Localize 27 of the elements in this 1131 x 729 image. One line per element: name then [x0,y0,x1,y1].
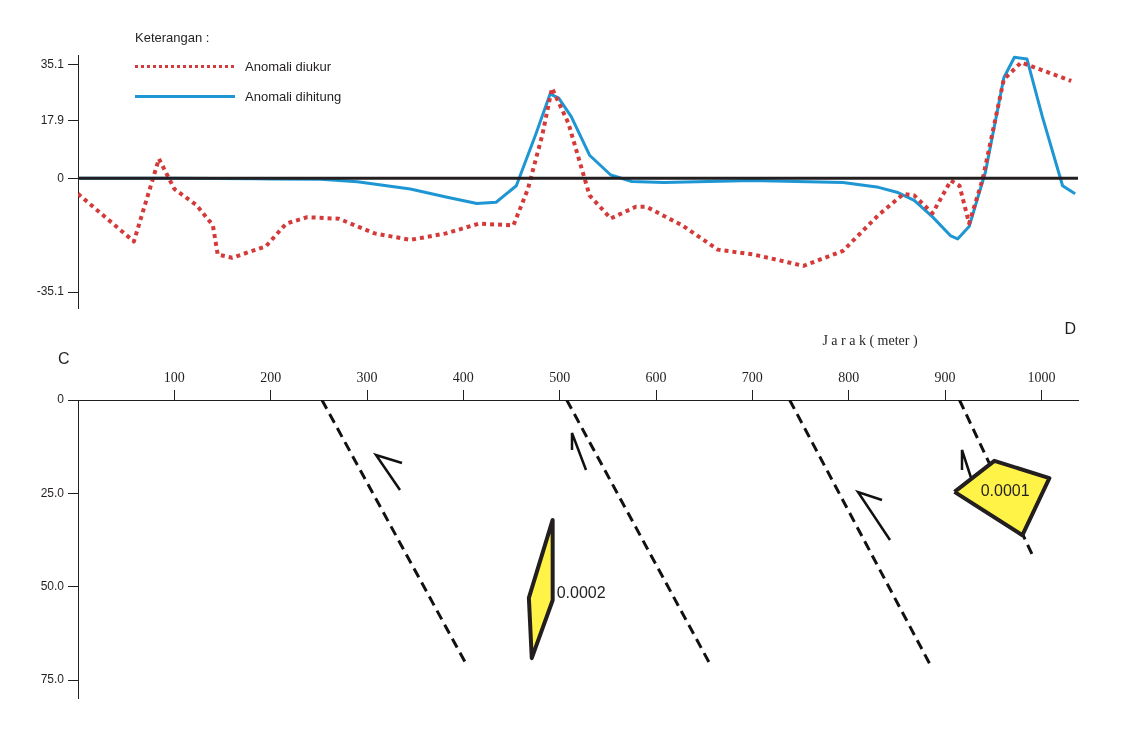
y-tick-label: 0 [57,170,65,185]
y-tick-label: 0 [57,392,65,407]
x-axis-title: J a r a k ( meter ) [822,332,918,349]
legend-title: Keterangan : [135,30,211,45]
y-tick-label: 25.0 [40,485,65,500]
legend-label: Anomali dihitung [245,88,342,104]
y-tick-label: 35.1 [40,56,65,71]
x-tick-label: 100 [163,370,185,386]
text: D [1064,320,1076,338]
x-tick-label: 500 [549,370,571,386]
x-tick-label: 700 [741,370,763,386]
x-tick-label: 300 [356,370,378,386]
x-tick-label: 400 [452,370,474,386]
line-series [78,60,1074,268]
x-tick-label: 1000 [1027,370,1056,386]
text: C [58,350,70,368]
y-tick-label: 50.0 [40,579,65,594]
x-tick-label: 900 [934,370,956,386]
x-tick-label: 800 [838,370,860,386]
x-tick-label: 200 [260,370,282,386]
series-label: 0.0002 [556,584,606,602]
y-tick-label: 17.9 [40,112,65,127]
series-label: 0.0001 [980,481,1030,499]
y-tick-label: 75.0 [40,672,65,687]
legend-label: Anomali diukur [245,58,331,74]
x-tick-label: 600 [645,370,667,386]
y-tick-label: -35.1 [36,284,65,299]
